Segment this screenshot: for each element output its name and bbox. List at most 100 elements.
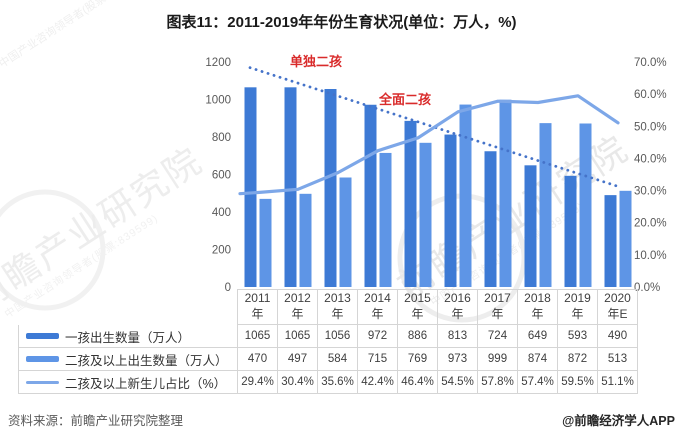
table-value-cell: 51.1%: [598, 371, 638, 394]
left-axis-tick: 200: [212, 245, 231, 257]
data-table: 2011 年 2012 年 2013 年 2014 年 2015 年 2016 年 2017 年 2018 年…: [18, 289, 638, 394]
year-cell: 2012 年: [278, 289, 318, 325]
table-value-cell: 886: [398, 325, 438, 348]
bar-first-child: [324, 89, 337, 287]
table-value-cell: 1065: [278, 325, 318, 348]
year-suffix: 年: [451, 307, 464, 321]
year-label: 2020: [604, 291, 631, 306]
year-cell: 2017 年: [478, 289, 518, 325]
bar-second-child: [339, 177, 352, 287]
table-value-cell: 724: [478, 325, 518, 348]
bars-group: [244, 87, 632, 287]
bar-second-child: [499, 99, 512, 287]
left-axis-tick: 1000: [205, 95, 231, 107]
table-value-cell: 513: [598, 348, 638, 371]
table-value-cell: 54.5%: [438, 371, 478, 394]
table-value-cell: 35.6%: [318, 371, 358, 394]
series-name: 二孩及以上出生数量（万人）: [65, 353, 228, 368]
bar-first-child: [284, 87, 297, 287]
year-suffix: 年: [411, 307, 424, 321]
left-axis-tick: 400: [212, 207, 231, 219]
table-value-cell: 497: [278, 348, 318, 371]
year-cell: 2011 年: [238, 289, 278, 325]
bar-first-child: [364, 104, 377, 287]
bar-second-child: [299, 193, 312, 287]
table-value-cell: 715: [358, 348, 398, 371]
year-suffix: 年: [331, 307, 344, 321]
source-note: 资料来源：前瞻产业研究院整理: [8, 414, 184, 428]
table-corner-cell: [18, 289, 238, 325]
table-value-cell: 470: [238, 348, 278, 371]
year-label: 2016: [444, 291, 471, 306]
year-cell: 2016 年: [438, 289, 478, 325]
table-value-cell: 973: [438, 348, 478, 371]
left-axis-tick: 800: [212, 132, 231, 144]
right-axis-tick: 40.0%: [634, 153, 667, 165]
year-suffix: 年E: [607, 307, 628, 321]
bar-first-child: [244, 87, 257, 287]
series-legend-row: 二孩及以上新生儿占比（%）: [18, 371, 238, 394]
right-axis-tick: 30.0%: [634, 186, 667, 198]
table-value-cell: 29.4%: [238, 371, 278, 394]
left-axis-ticks: 0 200 400 600 800 1000 1200: [205, 57, 231, 294]
legend-line-swatch: [26, 380, 59, 384]
year-label: 2017: [484, 291, 511, 306]
table-value-cell: 769: [398, 348, 438, 371]
right-axis-tick: 70.0%: [634, 57, 667, 69]
year-label: 2011: [244, 291, 271, 306]
year-label: 2012: [284, 291, 311, 306]
table-value-cell: 584: [318, 348, 358, 371]
year-label: 2014: [364, 291, 391, 306]
bar-second-child: [459, 104, 472, 287]
table-value-cell: 46.4%: [398, 371, 438, 394]
table-value-cell: 490: [598, 325, 638, 348]
app-credit: @前瞻经济学人APP: [562, 414, 675, 428]
table-value-cell: 59.5%: [558, 371, 598, 394]
policy-annotation: 单独二孩: [290, 54, 342, 69]
table-value-cell: 874: [518, 348, 558, 371]
bar-first-child: [444, 134, 457, 287]
right-axis-ticks: 0.0% 10.0% 20.0% 30.0% 40.0% 50.0% 60.0% 70.0%: [634, 57, 667, 294]
bar-second-child: [419, 142, 432, 287]
bar-first-child: [404, 120, 417, 287]
year-cell: 2019 年: [558, 289, 598, 325]
table-value-cell: 1056: [318, 325, 358, 348]
table-value-cell: 42.4%: [358, 371, 398, 394]
table-value-cell: 1065: [238, 325, 278, 348]
right-axis-tick: 20.0%: [634, 218, 667, 230]
series-legend-row: 二孩及以上出生数量（万人）: [18, 348, 238, 371]
table-value-cell: 999: [478, 348, 518, 371]
year-suffix: 年: [251, 307, 264, 321]
series-name: 一孩出生数量（万人）: [65, 330, 191, 345]
bar-second-child: [379, 152, 392, 287]
year-cell: 2014 年: [358, 289, 398, 325]
right-axis-tick: 0.0%: [634, 282, 660, 294]
bar-second-child: [539, 123, 552, 287]
bar-first-child: [564, 175, 577, 287]
year-label: 2018: [524, 291, 551, 306]
year-label: 2013: [324, 291, 351, 306]
table-value-cell: 972: [358, 325, 398, 348]
year-suffix: 年: [531, 307, 544, 321]
year-label: 2015: [404, 291, 431, 306]
series-name: 二孩及以上新生儿占比（%）: [65, 376, 227, 391]
table-value-cell: 30.4%: [278, 371, 318, 394]
legend-bar-swatch: [26, 356, 59, 362]
footer: 资料来源：前瞻产业研究院整理 @前瞻经济学人APP: [0, 411, 683, 431]
right-axis-tick: 60.0%: [634, 89, 667, 101]
left-axis-tick: 1200: [205, 57, 231, 69]
table-value-cell: 813: [438, 325, 478, 348]
watermark-seal-circle: [0, 189, 106, 311]
year-suffix: 年: [291, 307, 304, 321]
bar-second-child: [579, 123, 592, 287]
year-suffix: 年: [571, 307, 584, 321]
bar-first-child: [524, 165, 537, 287]
bar-first-child: [484, 151, 497, 287]
table-value-cell: 649: [518, 325, 558, 348]
table-value-cell: 593: [558, 325, 598, 348]
right-axis-tick: 10.0%: [634, 250, 667, 262]
year-cell: 2018 年: [518, 289, 558, 325]
year-cell: 2015 年: [398, 289, 438, 325]
